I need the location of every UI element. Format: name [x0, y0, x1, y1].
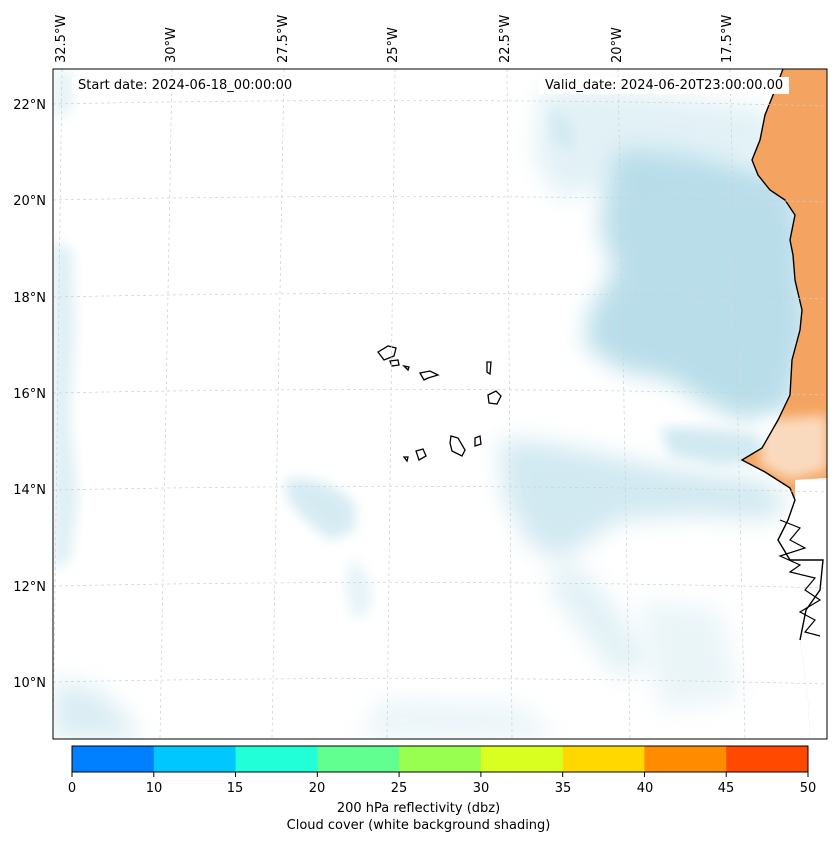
island-santiago — [449, 435, 466, 457]
land-south-white — [778, 478, 827, 739]
cloud-south-bottom — [360, 700, 560, 739]
colorbar-label: 200 hPa reflectivity (dbz) — [336, 801, 501, 816]
colorbar-segment-2 — [235, 746, 318, 772]
cloud-band-south — [500, 440, 790, 560]
colorbar — [71, 745, 809, 777]
gridline-lon-25w — [386, 69, 396, 739]
gridline-lon-17-5w — [729, 69, 746, 739]
cloud-large-mass — [585, 150, 810, 420]
gridline-lat-14n — [53, 486, 827, 493]
cloud-patch-center — [285, 478, 355, 540]
colorbar-segment-0 — [72, 746, 155, 772]
cloud-west-edge — [53, 240, 78, 570]
colorbar-segment-4 — [399, 746, 482, 772]
colorbar-tick-50: 50 — [799, 781, 817, 796]
gridline-lon-20w — [617, 69, 631, 739]
gridline-lon-30w — [159, 69, 173, 739]
colorbar-tick-40: 40 — [636, 781, 654, 796]
colorbar-tick-45: 45 — [717, 781, 735, 796]
lat-label-10n: 10°N — [13, 676, 46, 691]
colorbar-sublabel: Cloud cover (white background shading) — [286, 818, 551, 833]
colorbar-segment-1 — [153, 746, 237, 772]
africa-land — [742, 69, 827, 739]
cloud-cover-shading — [53, 69, 810, 739]
cloud-patch-center-south — [345, 560, 372, 620]
gridline-lat-18n — [53, 293, 827, 300]
colorbar-segment-7 — [644, 746, 727, 772]
island-fogo — [415, 448, 427, 461]
map-frame — [52, 68, 828, 740]
island-santo-antao — [377, 345, 397, 361]
lat-label-16n: 16°N — [13, 387, 46, 402]
coastline-detail-south — [778, 519, 822, 637]
gridline-lon-22-5w — [506, 69, 513, 739]
cloud-southwest-corner — [53, 680, 140, 739]
gridline-lat-10n — [53, 678, 827, 685]
colorbar-segment-6 — [562, 746, 645, 772]
lat-label-14n: 14°N — [13, 483, 46, 498]
valid-date-label: Valid_date: 2024-06-20T23:00:00.00 — [539, 77, 790, 94]
cloud-southeast — [640, 600, 740, 710]
lat-label-20n: 20°N — [13, 194, 46, 209]
colorbar-tick-30: 30 — [472, 781, 490, 796]
cloud-south-streak — [550, 560, 650, 680]
start-date-label: Start date: 2024-06-18_00:00:00 — [72, 77, 299, 94]
colorbar-segments — [72, 746, 809, 772]
colorbar-tick-10: 10 — [145, 781, 163, 796]
gridline-lat-20n — [53, 196, 827, 203]
colorbar-tick-25: 25 — [390, 781, 408, 796]
lat-label-18n: 18°N — [13, 291, 46, 306]
colorbar-tick-35: 35 — [554, 781, 572, 796]
island-santa-luzia — [402, 364, 410, 372]
island-maio — [474, 435, 482, 447]
cloud-streak-northwest — [550, 110, 574, 150]
coastline — [740, 69, 824, 641]
gridlines — [53, 69, 827, 739]
colorbar-segment-8 — [726, 746, 809, 772]
cape-verde-islands — [377, 345, 502, 463]
colorbar-frame — [71, 745, 809, 773]
gridline-lat-16n — [53, 389, 827, 396]
island-sao-nicolau — [418, 370, 440, 381]
island-sal — [486, 361, 492, 376]
colorbar-segment-5 — [480, 746, 564, 772]
land-cloud-shading — [760, 415, 827, 480]
gridline-lon-27-5w — [271, 69, 285, 739]
gridline-lon-32-5w — [53, 69, 63, 739]
gridline-lat-12n — [53, 582, 827, 589]
cloud-west-upper — [53, 69, 75, 120]
colorbar-tick-15: 15 — [226, 781, 244, 796]
cloud-upper-thin — [535, 89, 780, 200]
colorbar-tick-0: 0 — [67, 781, 77, 796]
lat-label-22n: 22°N — [13, 98, 46, 113]
island-boa-vista — [487, 390, 502, 405]
lat-label-12n: 12°N — [13, 580, 46, 595]
colorbar-tick-marks — [71, 772, 809, 777]
colorbar-segment-3 — [317, 746, 400, 772]
island-brava — [402, 456, 409, 463]
gridline-lat-22n — [53, 100, 827, 107]
colorbar-tick-20: 20 — [308, 781, 326, 796]
